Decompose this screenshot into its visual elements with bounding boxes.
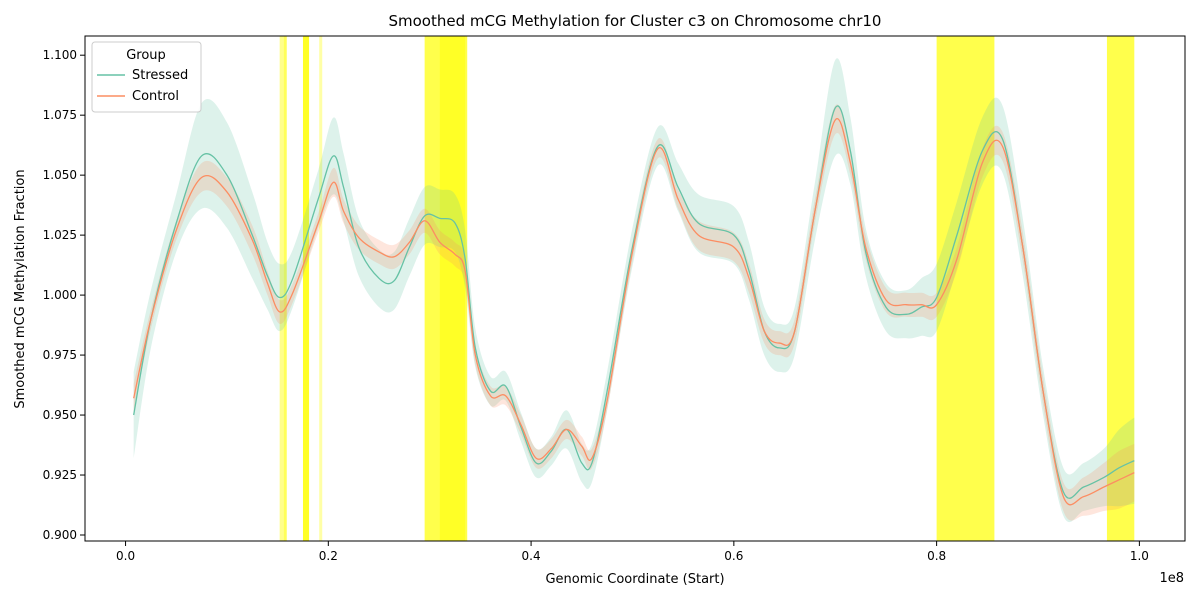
- legend-label-control: Control: [132, 89, 179, 104]
- y-tick-label: 1.100: [43, 48, 77, 62]
- y-tick-label: 0.975: [43, 348, 77, 362]
- chart-title: Smoothed mCG Methylation for Cluster c3 …: [389, 12, 882, 30]
- y-axis-label: Smoothed mCG Methylation Fraction: [13, 169, 28, 408]
- y-tick-label: 0.950: [43, 408, 77, 422]
- y-tick-label: 0.925: [43, 468, 77, 482]
- y-tick-label: 1.000: [43, 288, 77, 302]
- y-tick-label: 1.050: [43, 168, 77, 182]
- x-axis-label: Genomic Coordinate (Start): [545, 572, 724, 587]
- y-tick-label: 0.900: [43, 528, 77, 542]
- axes-frame: [85, 36, 1185, 541]
- x-tick-label: 0.0: [116, 549, 135, 563]
- x-axis-offset-label: 1e8: [1159, 571, 1184, 586]
- highlight-region: [440, 36, 465, 541]
- legend: Group Stressed Control: [92, 42, 201, 112]
- x-tick-label: 0.6: [724, 549, 743, 563]
- legend-label-stressed: Stressed: [132, 68, 188, 83]
- y-tick-label: 1.075: [43, 108, 77, 122]
- y-tick-label: 1.025: [43, 228, 77, 242]
- x-tick-label: 0.2: [319, 549, 338, 563]
- x-tick-label: 0.8: [927, 549, 946, 563]
- legend-title: Group: [126, 48, 166, 63]
- highlight-region: [303, 36, 309, 541]
- x-tick-label: 0.4: [522, 549, 541, 563]
- plot-area: [134, 36, 1135, 541]
- highlight-region: [319, 36, 322, 541]
- x-tick-label: 1.0: [1130, 549, 1149, 563]
